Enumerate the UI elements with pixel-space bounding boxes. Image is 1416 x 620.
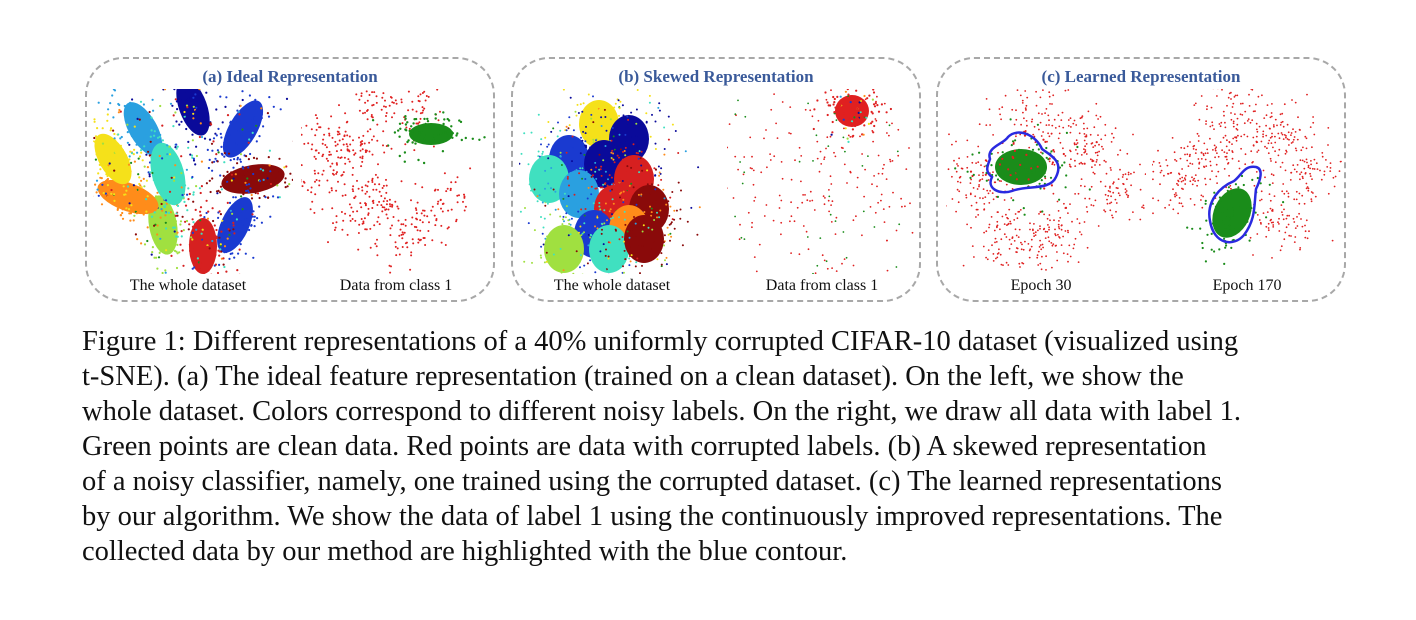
caption-line: t-SNE). (a) The ideal feature representa… [82, 361, 1184, 392]
tsne-plot-whole-dataset [93, 89, 293, 274]
corrupted-points [1241, 93, 1318, 179]
cluster [624, 215, 664, 263]
panel-title: (b) Skewed Representation [618, 67, 814, 86]
corrupted-points [330, 165, 419, 231]
panel-b: (b) Skewed Representation The whole data… [511, 57, 921, 302]
corrupted-points [319, 121, 393, 179]
figure-caption: Figure 1: Different representations of a… [82, 324, 1352, 569]
tsne-plot-whole-dataset [519, 89, 701, 274]
tsne-plot-epoch-30 [946, 89, 1146, 271]
cluster-points [93, 113, 149, 211]
cluster [189, 218, 217, 274]
tsne-plot-epoch-170 [1152, 89, 1342, 265]
cluster-points [169, 182, 241, 274]
corrupted-points [1253, 116, 1342, 205]
blue-contour [1208, 165, 1262, 244]
clean-cluster [409, 123, 453, 145]
panel-title: (a) Ideal Representation [202, 67, 378, 86]
corrupted-points [301, 112, 379, 160]
subplot-label: Data from class 1 [339, 277, 453, 294]
cluster [97, 179, 159, 215]
subplot-label: Data from class 1 [765, 277, 879, 294]
cluster-points [130, 100, 203, 238]
cluster [94, 133, 132, 185]
cluster [589, 225, 629, 273]
clean-cluster [1212, 188, 1252, 238]
tsne-plot-class-1 [727, 89, 914, 274]
subplot-label: Epoch 170 [1212, 277, 1282, 294]
subplot-label: The whole dataset [553, 277, 671, 294]
cluster [584, 140, 624, 188]
subplot-label: Epoch 30 [1010, 277, 1072, 294]
cluster [559, 170, 599, 218]
clean-cluster [995, 149, 1047, 185]
corrupted-points [1152, 145, 1227, 215]
cluster-points [159, 89, 244, 195]
subplot-label: The whole dataset [129, 277, 247, 294]
tsne-plot-class-1 [301, 89, 486, 274]
caption-line: Green points are clean data. Red points … [82, 431, 1207, 462]
caption-line: whole dataset. Colors correspond to diff… [82, 396, 1241, 427]
panel-c: (c) Learned Representation Epoch 30 Epoc… [936, 57, 1346, 302]
corrupted-points [1235, 190, 1334, 259]
cluster [529, 155, 569, 203]
corrupted-points [369, 205, 434, 274]
cluster-points [600, 169, 684, 274]
corrupted-points [301, 139, 371, 214]
corrupted-points [1044, 102, 1134, 180]
panel-title: (c) Learned Representation [1041, 67, 1241, 86]
dense-points [812, 89, 892, 143]
corrupted-points [1171, 120, 1268, 199]
corrupted-points [321, 184, 399, 251]
corrupted-points [1009, 200, 1089, 271]
clean-points [371, 111, 486, 165]
clean-points [1186, 174, 1285, 265]
corrupted-points [338, 90, 403, 133]
caption-line: collected data by our method are highlig… [82, 536, 848, 567]
corrupted-points [411, 167, 472, 246]
corrupted-points [962, 180, 1043, 271]
panel-a: (a) Ideal Representation The whole datas… [85, 57, 495, 302]
blue-contour [986, 131, 1060, 194]
cluster [123, 102, 163, 156]
scattered-points [727, 89, 914, 274]
caption-line: of a noisy classifier, namely, one train… [82, 466, 1223, 497]
cluster [579, 100, 619, 148]
cluster [150, 142, 186, 206]
caption-line: Figure 1: Different representations of a… [82, 326, 1239, 357]
cluster [217, 197, 253, 253]
corrupted-points [1193, 89, 1269, 163]
corrupted-points [1052, 132, 1146, 227]
caption-line: by our algorithm. We show the data of la… [82, 501, 1223, 532]
